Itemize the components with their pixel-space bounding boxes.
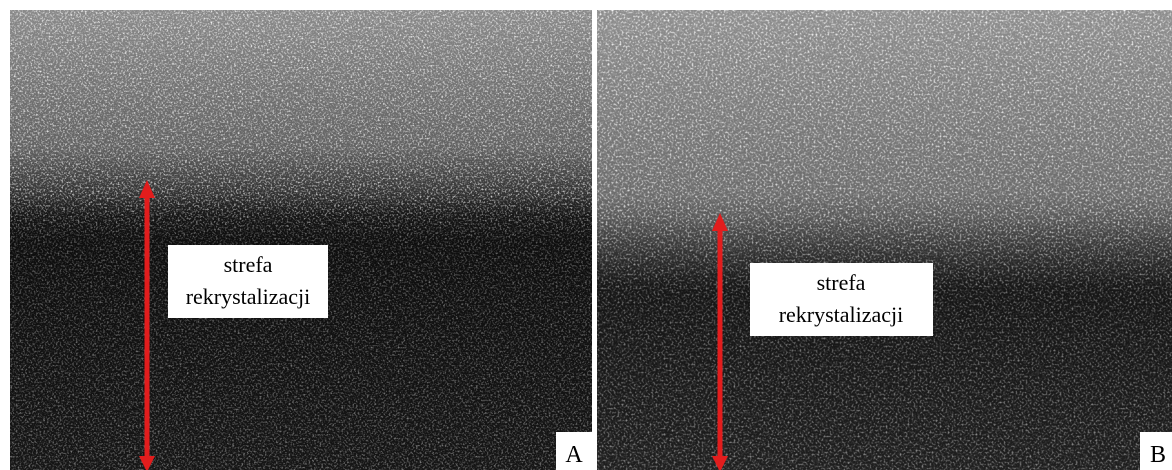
arrow-head <box>712 213 728 231</box>
arrow-head <box>712 456 728 470</box>
annotation-text: strefa <box>817 270 866 295</box>
annotation-box <box>750 263 933 336</box>
arrow-head <box>139 180 155 198</box>
micrograph-shade <box>597 10 1172 470</box>
annotation-text: rekrystalizacji <box>186 284 311 309</box>
panel-b: strefa rekrystalizacji B <box>597 10 1172 470</box>
arrow-head <box>139 456 155 470</box>
annotation-text: rekrystalizacji <box>779 302 904 327</box>
annotation-text: strefa <box>224 252 273 277</box>
panel-a: strefa rekrystalizacji A <box>10 10 592 470</box>
annotation-box <box>168 245 328 318</box>
panel-label-box <box>556 432 592 470</box>
panel-label-box <box>1140 432 1172 470</box>
panel-label: A <box>565 442 583 468</box>
panel-label: B <box>1150 442 1166 468</box>
micrograph-shade <box>10 10 592 470</box>
